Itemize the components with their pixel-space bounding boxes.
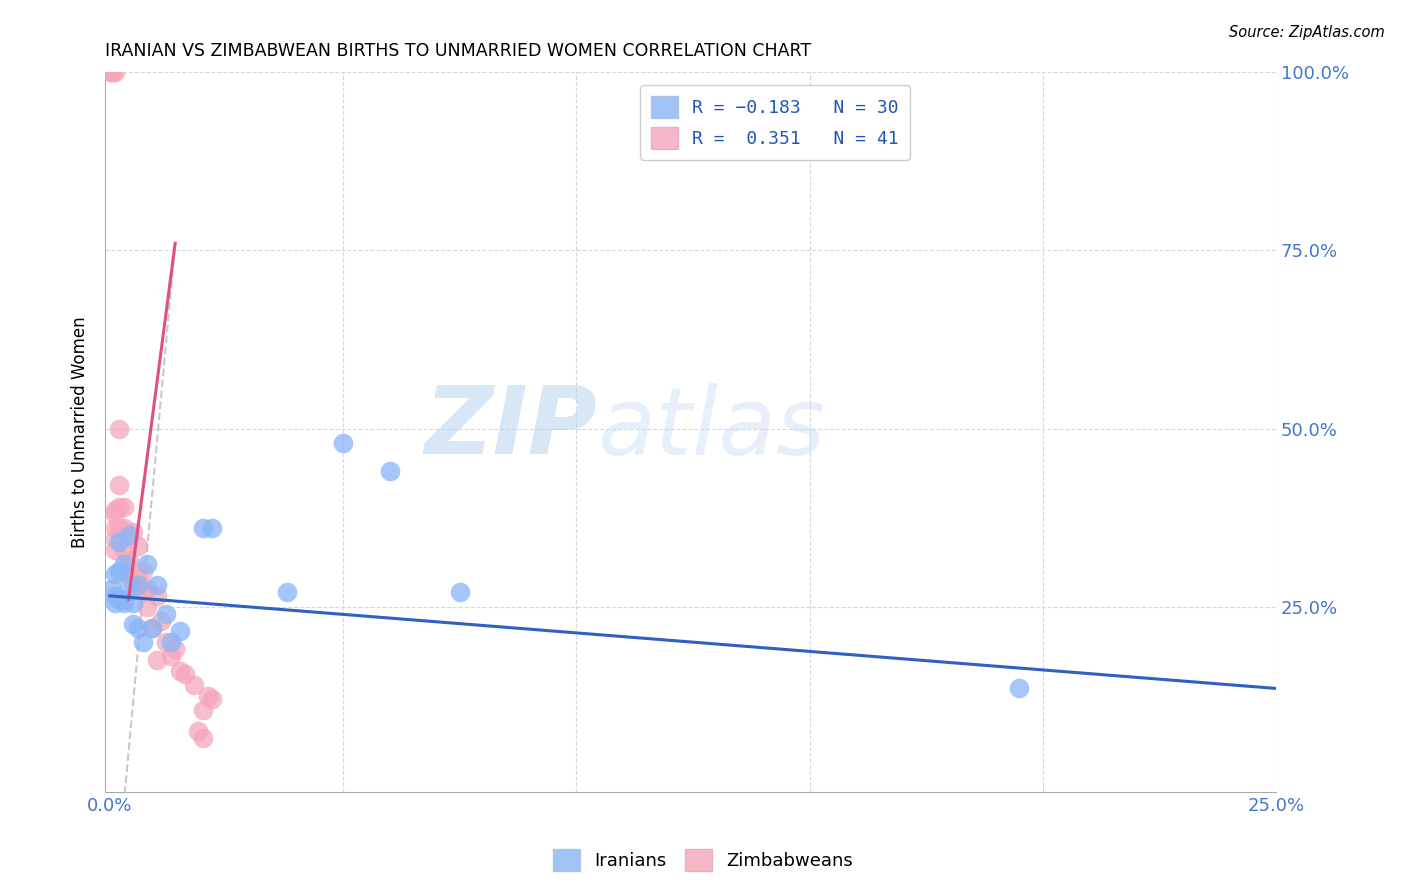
Point [122, 617, 145, 632]
Point [131, 585, 153, 599]
Point [112, 596, 135, 610]
Point [100, 65, 122, 79]
Point [108, 421, 131, 435]
Point [127, 621, 149, 635]
Point [117, 553, 139, 567]
Point [183, 678, 205, 692]
Point [131, 564, 153, 578]
Point [169, 624, 191, 639]
Point [197, 689, 219, 703]
Point [103, 542, 125, 557]
Point [150, 614, 173, 628]
Point [101, 65, 124, 79]
Point [103, 521, 125, 535]
Text: atlas: atlas [598, 383, 825, 474]
Point [122, 574, 145, 589]
Legend: R = −0.183   N = 30, R =  0.351   N = 41: R = −0.183 N = 30, R = 0.351 N = 41 [640, 85, 910, 160]
Point [108, 521, 131, 535]
Point [103, 532, 125, 546]
Point [145, 589, 167, 603]
Point [127, 539, 149, 553]
Point [101, 582, 124, 596]
Text: ZIP: ZIP [425, 383, 598, 475]
Text: IRANIAN VS ZIMBABWEAN BIRTHS TO UNMARRIED WOMEN CORRELATION CHART: IRANIAN VS ZIMBABWEAN BIRTHS TO UNMARRIE… [105, 42, 811, 60]
Point [155, 635, 177, 649]
Point [127, 571, 149, 585]
Point [169, 664, 191, 678]
Point [103, 567, 125, 582]
Point [332, 435, 354, 450]
Point [191, 703, 214, 717]
Point [136, 557, 159, 571]
Text: Source: ZipAtlas.com: Source: ZipAtlas.com [1229, 25, 1385, 40]
Point [117, 578, 139, 592]
Point [108, 500, 131, 514]
Point [136, 599, 159, 614]
Point [127, 578, 149, 592]
Y-axis label: Births to Unmarried Women: Births to Unmarried Women [72, 317, 89, 548]
Point [103, 589, 125, 603]
Point [103, 596, 125, 610]
Point [136, 582, 159, 596]
Point [112, 592, 135, 607]
Point [159, 635, 181, 649]
Legend: Iranians, Zimbabweans: Iranians, Zimbabweans [546, 842, 860, 879]
Point [155, 607, 177, 621]
Point [145, 653, 167, 667]
Point [117, 564, 139, 578]
Point [145, 578, 167, 592]
Point [108, 592, 131, 607]
Point [122, 596, 145, 610]
Point [103, 503, 125, 517]
Point [112, 500, 135, 514]
Point [117, 528, 139, 542]
Point [191, 521, 214, 535]
Point [201, 521, 224, 535]
Point [1008, 681, 1031, 696]
Point [112, 521, 135, 535]
Point [141, 621, 163, 635]
Point [112, 557, 135, 571]
Point [103, 507, 125, 521]
Point [191, 731, 214, 746]
Point [108, 478, 131, 492]
Point [122, 524, 145, 539]
Point [378, 464, 401, 478]
Point [201, 692, 224, 706]
Point [159, 649, 181, 664]
Point [103, 65, 125, 79]
Point [187, 724, 209, 739]
Point [276, 585, 298, 599]
Point [449, 585, 471, 599]
Point [108, 564, 131, 578]
Point [173, 667, 195, 681]
Point [112, 542, 135, 557]
Point [131, 635, 153, 649]
Point [165, 642, 187, 657]
Point [141, 621, 163, 635]
Point [108, 535, 131, 549]
Point [101, 65, 124, 79]
